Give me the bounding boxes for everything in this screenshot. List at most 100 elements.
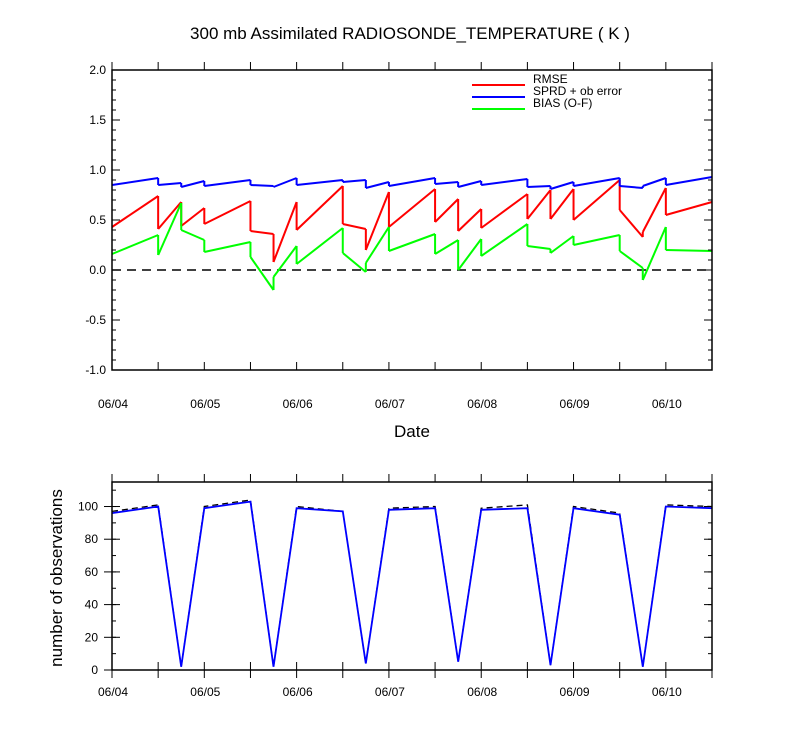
y-tick-label: 60 (85, 565, 99, 579)
rmse-segment (549, 188, 575, 220)
sprd-ob-error-segment (619, 185, 643, 189)
y-tick-label: 20 (85, 630, 99, 644)
sprd-ob-error-segment (457, 180, 482, 188)
rmse-segment (203, 200, 251, 225)
rmse-segment (342, 223, 367, 230)
top-plot-frame (111, 69, 713, 371)
rmse-segment (364, 191, 390, 251)
rmse-segment (272, 201, 298, 263)
bias-o-f-segment (204, 241, 251, 253)
sprd-ob-error-segment (250, 184, 274, 187)
bias-o-f-segment (180, 229, 205, 241)
x-tick-label: 06/04 (98, 397, 128, 411)
sprd-ob-error-segment (273, 177, 297, 188)
sprd-ob-error-segment (296, 179, 343, 186)
bias-o-f-segment (527, 245, 551, 250)
sprd-ob-error-segment (388, 177, 436, 187)
bias-o-f-segment (364, 226, 390, 264)
rmse-segment (665, 201, 713, 216)
bias-o-f-segment (111, 234, 159, 255)
bottom-plot-frame (111, 481, 713, 671)
rmse-segment (480, 193, 528, 229)
y-tick-label: 2.0 (89, 63, 106, 77)
bias-o-f-segment (641, 226, 667, 281)
x-axis-label: Date (394, 422, 430, 441)
bias-o-f-segment (295, 227, 344, 265)
rmse-segment (572, 179, 621, 221)
sprd-ob-error-segment (481, 178, 528, 186)
y-axis-label: number of observations (47, 489, 66, 667)
y-tick-label: -1.0 (85, 363, 106, 377)
y-tick-label: 0.0 (89, 263, 106, 277)
rmse-segment (111, 195, 159, 228)
bias-o-f-segment (619, 250, 644, 269)
x-tick-label: 06/07 (375, 397, 405, 411)
rmse-segment (618, 209, 644, 238)
x-tick-label: 06/09 (560, 397, 590, 411)
rmse-segment (180, 207, 205, 227)
rmse-segment (295, 185, 344, 231)
legend-label-rmse: RMSE (533, 72, 568, 86)
rmse-segment (250, 230, 274, 235)
bias-o-f-segment (388, 233, 436, 252)
sprd-ob-error-segment (180, 180, 205, 188)
x-tick-label: 06/06 (283, 685, 313, 699)
bias-o-f-segment (249, 256, 275, 291)
rmse-segment (526, 189, 552, 220)
series-bias-o-f (111, 202, 713, 291)
bias-o-f-segment (573, 234, 620, 246)
x-tick-label: 06/09 (560, 685, 590, 699)
sprd-ob-error-segment (204, 179, 251, 187)
bias-o-f-segment (480, 223, 528, 257)
obs-count-line-assimilated (111, 500, 713, 667)
x-tick-label: 06/08 (467, 397, 497, 411)
sprd-ob-error-segment (642, 177, 667, 187)
rmse-segment (388, 188, 436, 228)
bias-o-f-segment (665, 249, 713, 252)
legend-label-bias-o-f: BIAS (O-F) (533, 96, 592, 110)
y-tick-label: 100 (78, 500, 98, 514)
rmse-segment (641, 187, 667, 233)
y-tick-label: 1.0 (89, 163, 106, 177)
x-tick-label: 06/04 (98, 685, 128, 699)
sprd-ob-error-segment (435, 181, 459, 185)
chart-title: 300 mb Assimilated RADIOSONDE_TEMPERATUR… (190, 24, 630, 43)
bottom-chart-series (111, 499, 713, 667)
x-tick-label: 06/06 (283, 397, 313, 411)
sprd-ob-error-segment (158, 182, 182, 186)
series-sprd-ob-error (111, 176, 713, 190)
y-tick-label: 0.5 (89, 213, 106, 227)
bias-o-f-segment (157, 202, 183, 256)
rmse-segment (457, 208, 482, 232)
x-tick-label: 06/10 (652, 685, 682, 699)
top-chart: 06/04 06/05 06/06 06/07 06/08 06/09 06/10 -1.0 -… (85, 62, 713, 441)
top-chart-ticks: 06/04 06/05 06/06 06/07 06/08 06/09 06/10 -1.0 -… (85, 62, 713, 411)
bias-o-f-segment (549, 235, 575, 254)
bias-o-f-segment (272, 245, 298, 278)
y-tick-label: -0.5 (85, 313, 106, 327)
bias-o-f-segment (342, 252, 367, 273)
y-tick-label: 40 (85, 598, 99, 612)
obs-count-line-possible (111, 499, 713, 667)
bottom-chart-ticks: 06/04 06/05 06/06 06/07 06/08 06/09 06/10 0 20 40… (78, 474, 713, 699)
x-tick-label: 06/05 (190, 397, 220, 411)
rmse-segment (157, 201, 182, 230)
sprd-ob-error-segment (342, 179, 366, 183)
top-chart-series (111, 176, 713, 291)
sprd-ob-error-segment (550, 181, 574, 190)
bias-o-f-segment (434, 239, 459, 255)
y-tick-label: 80 (85, 532, 99, 546)
bias-o-f-segment (457, 238, 483, 271)
x-tick-label: 06/08 (467, 685, 497, 699)
x-tick-label: 06/07 (375, 685, 405, 699)
legend-label-sprd-ob-error: SPRD + ob error (533, 84, 622, 98)
sprd-ob-error-segment (365, 181, 390, 189)
sprd-ob-error-segment (527, 185, 551, 188)
series-rmse (111, 179, 713, 263)
sprd-ob-error-segment (665, 176, 713, 186)
x-tick-label: 06/05 (190, 685, 220, 699)
rmse-segment (434, 198, 459, 223)
sprd-ob-error-segment (573, 177, 620, 187)
